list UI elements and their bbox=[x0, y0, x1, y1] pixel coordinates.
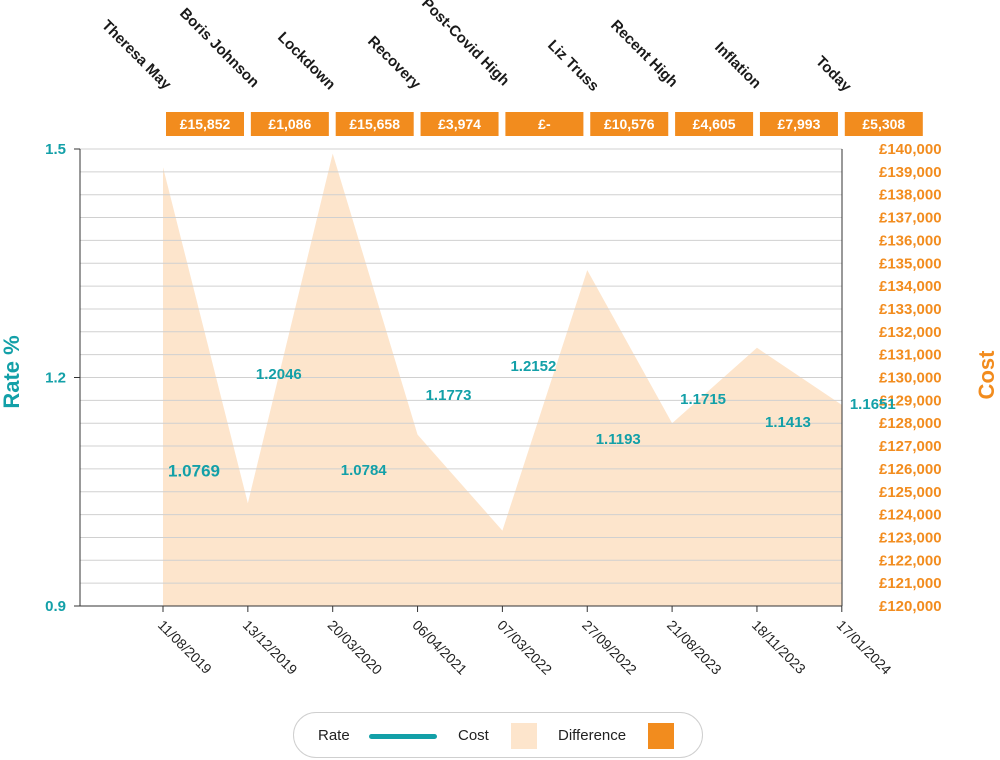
right-tick-label: £123,000 bbox=[879, 529, 942, 546]
left-tick-label: 0.9 bbox=[45, 598, 66, 615]
legend-difference-label: Difference bbox=[558, 727, 627, 744]
rate-data-label: 1.2152 bbox=[510, 358, 556, 375]
difference-box bbox=[250, 112, 329, 136]
difference-label: £7,993 bbox=[778, 116, 821, 132]
event-label: Inflation bbox=[711, 39, 764, 92]
event-label: Liz Truss bbox=[544, 37, 602, 95]
difference-label: £15,658 bbox=[349, 116, 400, 132]
right-tick-label: £137,000 bbox=[879, 210, 942, 227]
difference-label: £3,974 bbox=[438, 116, 481, 132]
right-tick-label: £130,000 bbox=[879, 370, 942, 387]
x-tick-label: 07/03/2022 bbox=[494, 617, 555, 678]
rate-data-label: 1.2046 bbox=[256, 366, 302, 383]
right-tick-label: £126,000 bbox=[879, 461, 942, 478]
difference-label: £- bbox=[538, 116, 551, 132]
x-tick-label: 27/09/2022 bbox=[579, 617, 640, 678]
event-label: Recovery bbox=[364, 33, 424, 93]
x-tick-label: 06/04/2021 bbox=[409, 617, 470, 678]
difference-box bbox=[759, 112, 838, 136]
difference-box bbox=[420, 112, 499, 136]
right-tick-label: £128,000 bbox=[879, 415, 942, 432]
right-tick-label: £135,000 bbox=[879, 255, 942, 272]
rate-data-label: 1.0784 bbox=[341, 462, 388, 479]
difference-label: £10,576 bbox=[604, 116, 655, 132]
right-tick-label: £132,000 bbox=[879, 324, 942, 341]
event-label: Post-Covid High bbox=[418, 0, 513, 89]
legend-difference-swatch bbox=[648, 723, 674, 749]
legend-rate-label: Rate bbox=[318, 727, 350, 744]
difference-box bbox=[590, 112, 669, 136]
event-label: Today bbox=[812, 53, 855, 96]
legend-cost-swatch bbox=[511, 723, 537, 749]
right-tick-label: £122,000 bbox=[879, 552, 942, 569]
rate-data-label: 1.1715 bbox=[680, 391, 726, 408]
difference-box bbox=[335, 112, 414, 136]
difference-box bbox=[505, 112, 584, 136]
cost-area bbox=[163, 153, 842, 606]
x-tick-label: 18/11/2023 bbox=[749, 617, 809, 677]
left-tick-label: 1.5 bbox=[45, 141, 66, 158]
rate-data-label: 1.1651 bbox=[850, 396, 896, 413]
legend-cost-label: Cost bbox=[458, 727, 489, 744]
difference-box bbox=[675, 112, 754, 136]
right-tick-label: £129,000 bbox=[879, 392, 942, 409]
right-axis-title: Cost bbox=[974, 350, 999, 400]
right-tick-label: £131,000 bbox=[879, 347, 942, 364]
legend-rate-swatch bbox=[369, 734, 437, 739]
difference-label: £15,852 bbox=[180, 116, 231, 132]
right-tick-label: £127,000 bbox=[879, 438, 942, 455]
x-tick-label: 20/03/2020 bbox=[325, 617, 386, 678]
rate-data-label: 1.1773 bbox=[426, 387, 472, 404]
left-tick-label: 1.2 bbox=[45, 370, 66, 387]
event-label: Lockdown bbox=[274, 29, 338, 93]
rate-data-label: 1.1413 bbox=[765, 414, 811, 431]
right-tick-label: £140,000 bbox=[879, 141, 942, 158]
difference-label: £1,086 bbox=[268, 116, 311, 132]
event-label: Boris Johnson bbox=[176, 5, 262, 91]
event-label: Recent High bbox=[607, 17, 681, 91]
right-tick-label: £124,000 bbox=[879, 507, 942, 524]
right-tick-label: £138,000 bbox=[879, 187, 942, 204]
event-label: Theresa May bbox=[98, 17, 175, 94]
rate-data-label: 1.1193 bbox=[596, 431, 641, 448]
right-tick-label: £136,000 bbox=[879, 232, 942, 249]
x-tick-label: 21/08/2023 bbox=[664, 617, 725, 678]
difference-box bbox=[166, 112, 244, 136]
x-tick-label: 17/01/2024 bbox=[834, 617, 895, 678]
right-tick-label: £139,000 bbox=[879, 164, 942, 181]
difference-label: £4,605 bbox=[693, 116, 736, 132]
x-tick-label: 13/12/2019 bbox=[240, 617, 301, 678]
right-tick-label: £134,000 bbox=[879, 278, 942, 295]
right-tick-label: £120,000 bbox=[879, 598, 942, 615]
x-tick-label: 11/08/2019 bbox=[155, 617, 215, 677]
right-tick-label: £121,000 bbox=[879, 575, 942, 592]
right-tick-label: £133,000 bbox=[879, 301, 942, 318]
rate-data-label: 1.0769 bbox=[168, 461, 220, 480]
chart-svg: £120,000 £121,000 £122,000 £123,000 £124,000… bbox=[0, 0, 999, 678]
difference-box bbox=[844, 112, 923, 136]
chart-legend: Rate Cost Difference bbox=[293, 712, 703, 758]
left-axis-title: Rate % bbox=[0, 335, 24, 408]
difference-label: £5,308 bbox=[862, 116, 905, 132]
right-tick-label: £125,000 bbox=[879, 484, 942, 501]
